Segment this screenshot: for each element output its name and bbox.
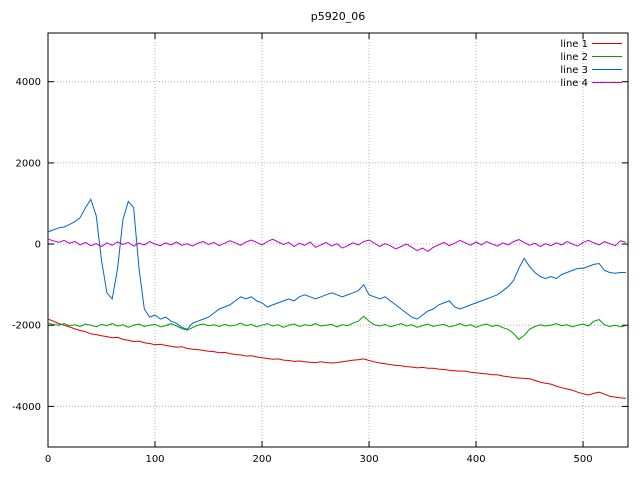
y-tick-label: 4000: [16, 77, 41, 88]
x-tick-label: 0: [45, 454, 51, 465]
legend-label: line 1: [560, 39, 588, 50]
x-tick-label: 300: [359, 454, 378, 465]
y-tick-label: 0: [35, 240, 41, 251]
x-tick-label: 400: [466, 454, 485, 465]
series-line-2: [47, 315, 627, 341]
x-tick-label: 500: [574, 454, 593, 465]
legend-label: line 3: [560, 65, 588, 76]
x-tick-label: 200: [252, 454, 271, 465]
legend-label: line 2: [560, 52, 588, 63]
chart-title: p5920_06: [310, 10, 366, 23]
series-line-3: [47, 198, 626, 330]
series-line-4: [47, 238, 627, 253]
y-tick-label: 2000: [16, 158, 41, 169]
legend-label: line 4: [560, 78, 588, 89]
plot-border: [47, 32, 629, 448]
y-tick-label: -4000: [12, 402, 41, 413]
series-line-1: [47, 318, 626, 399]
x-tick-label: 100: [145, 454, 164, 465]
y-tick-label: -2000: [12, 321, 41, 332]
